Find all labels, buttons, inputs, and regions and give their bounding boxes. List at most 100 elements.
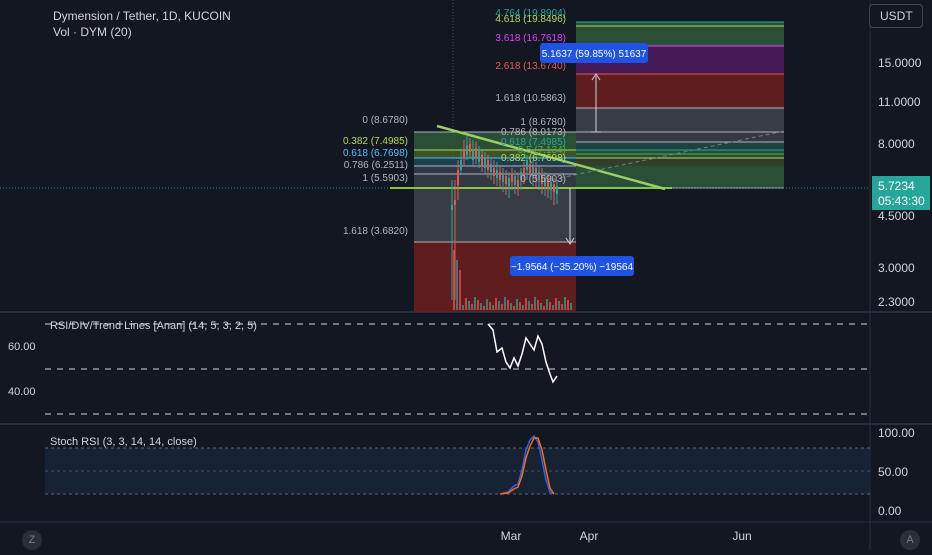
candle-body [460,160,462,170]
auto-scale-button[interactable]: A [900,530,920,550]
price-axis[interactable]: 15.0000 11.0000 8.0000 4.5000 3.0000 2.3000 [878,56,922,309]
stoch-d-line[interactable] [499,437,555,495]
candle-body [544,178,546,186]
fib-right-label: 4.618 (19.8496) [495,14,566,25]
rsi-pane[interactable]: RSI/DIV/Trend Lines [Anan] (14, 5, 3, 2,… [8,320,868,415]
candle-body [496,170,498,178]
symbol-title[interactable]: Dymension / Tether, 1D, KUCOIN [53,9,231,23]
volume-bar [477,300,479,310]
current-price-value: 5.7234 [878,179,915,193]
volume-bar [483,306,485,310]
stoch-tick-50: 50.00 [878,465,908,479]
volume-bar [555,298,557,310]
fib-left-label: 0.382 (7.4985) [343,136,408,147]
currency-button[interactable]: USDT [869,4,923,28]
fib-right-label: 2.618 (13.6740) [495,61,566,72]
fib-right-label: 1.618 (10.5863) [495,93,566,104]
candle-body [529,164,531,174]
price-tick: 15.0000 [878,56,922,70]
fib-right-label: 0.5 (7.134) [518,145,566,156]
volume-bar [522,305,524,310]
candle-body [451,205,453,210]
candle-body [517,180,519,188]
candle-body [469,144,471,152]
stoch-rsi-pane[interactable]: Stoch RSI (3, 3, 14, 14, close) 100.00 5… [45,426,915,518]
volume-bar [489,302,491,310]
fib-left-label: 0.618 (6.7698) [343,148,408,159]
volume-bar [558,301,560,310]
volume-bar [453,250,455,310]
candle-body [538,172,540,180]
time-tick-jun: Jun [732,529,751,543]
time-tick-mar: Mar [501,529,522,543]
trend-line[interactable] [436,124,666,191]
candle-body [556,186,558,194]
volume-bar [513,306,515,310]
bar-countdown: 05:43:30 [878,194,925,208]
candle-body [493,168,495,176]
candle-body [523,168,525,176]
projection-line[interactable] [559,130,785,179]
candle-body [508,178,510,186]
volume-bar [465,298,467,310]
fib-right-label: 0.786 (8.0173) [501,127,566,138]
volume-bar [495,298,497,310]
volume-bar [459,270,461,310]
volume-bar [471,304,473,310]
stoch-tick-100: 100.00 [878,426,915,440]
volume-bar [537,300,539,310]
candle-body [463,150,465,158]
volume-bar [486,299,488,310]
volume-legend[interactable]: Vol · DYM (20) [53,25,132,39]
zoom-reset-button[interactable]: Z [22,530,42,550]
candle-body [502,175,504,182]
price-tick: 4.5000 [878,209,915,223]
candle-body [472,150,474,160]
candle-body [457,170,459,185]
fib-right-label: 0 (5.5903) [520,174,566,185]
candle-series[interactable] [451,135,558,300]
candle-body [547,180,549,188]
rsi-tick-60: 60.00 [8,341,36,353]
fib-left-label: 0 (8.6780) [362,115,408,126]
volume-bar [474,297,476,310]
volume-bar [507,300,509,310]
fib-left-label: 1 (5.5903) [362,173,408,184]
candle-body [475,148,477,158]
rsi-title: RSI/DIV/Trend Lines [Anan] (14, 5, 3, 2,… [50,320,257,332]
candle-body [478,150,480,162]
volume-bar [504,297,506,310]
candle-body [484,158,486,168]
volume-bar [552,305,554,310]
volume-bar [546,299,548,310]
candle-body [553,184,555,192]
candle-body [487,160,489,170]
time-tick-apr: Apr [580,529,599,543]
stoch-k-line[interactable] [499,434,555,495]
fib-right-label: 4.764 (19.8904) [495,8,566,19]
candle-body [490,164,492,172]
price-tick: 11.0000 [878,95,921,109]
price-tick: 2.3000 [878,295,915,309]
volume-bar [492,305,494,310]
price-tick: 8.0000 [878,137,915,151]
candle-body [511,174,513,182]
candle-body [541,175,543,184]
volume-bar [456,260,458,310]
current-price-badge [872,176,930,210]
measure-down-label[interactable] [510,256,634,276]
candle-body [532,166,534,176]
measure-up-label[interactable] [540,43,648,63]
rsi-line[interactable] [487,323,558,384]
volume-bar [570,303,572,310]
candle-body [481,155,483,165]
volume-bar [468,301,470,310]
stoch-tick-0: 0.00 [878,504,902,518]
candle-body [526,160,528,170]
volume-bar [561,304,563,310]
volume-bar [462,305,464,310]
candle-body [535,168,537,178]
fib-right-label: 3.618 (16.7618) [495,33,566,44]
volume-bar [519,302,521,310]
